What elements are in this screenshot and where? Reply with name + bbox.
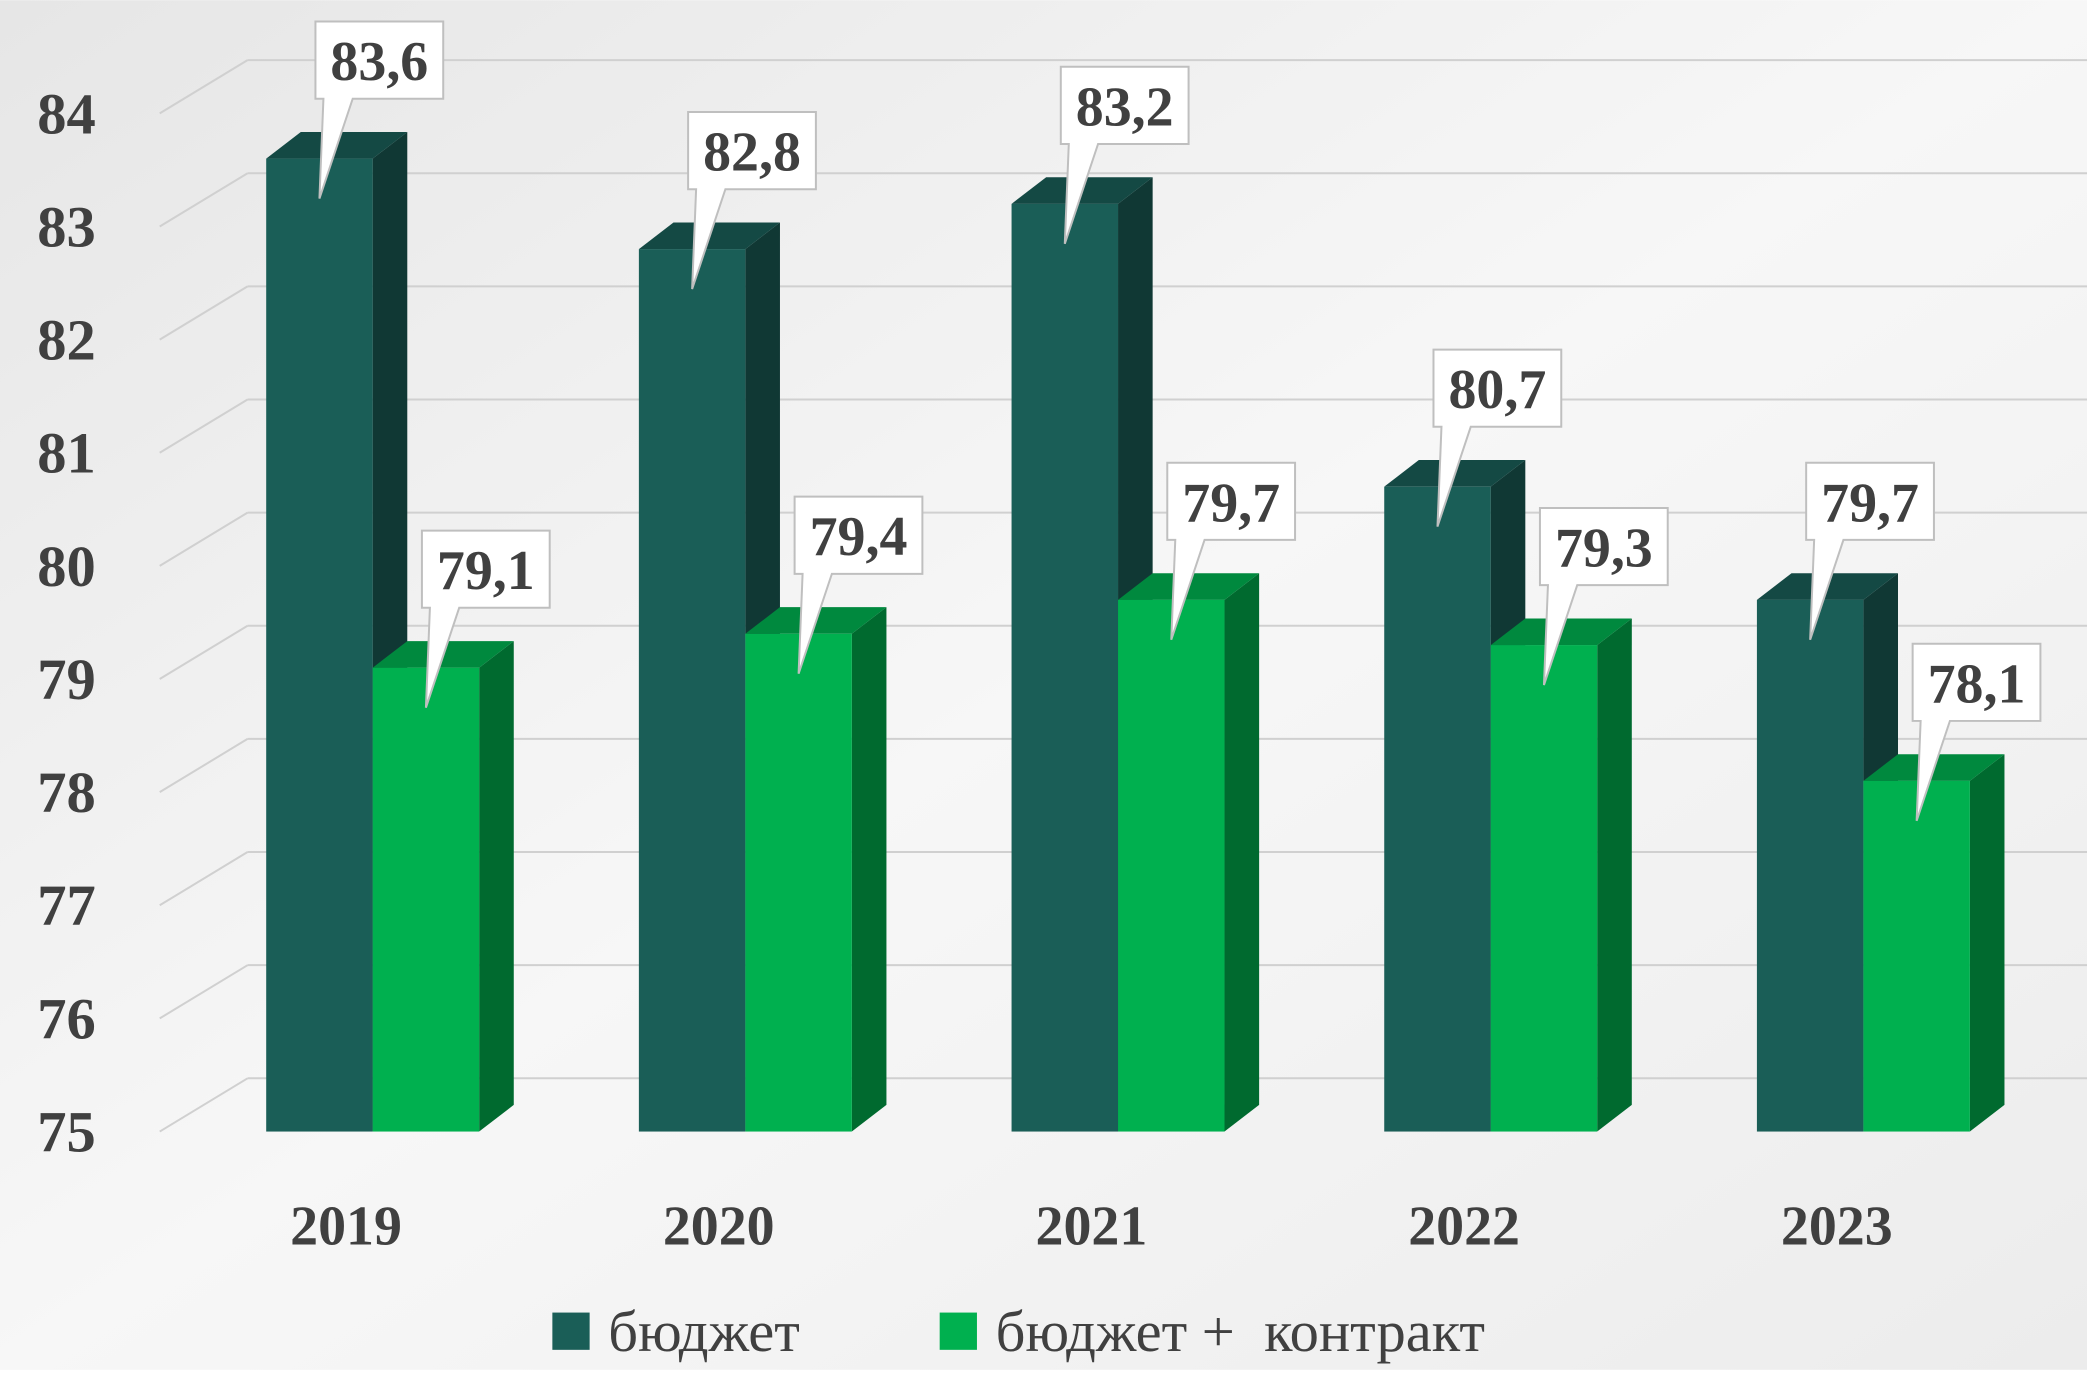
legend-swatch [552, 1312, 590, 1350]
legend-swatch [939, 1312, 977, 1350]
data-label: 79,7 [1166, 461, 1297, 641]
data-label-text: 78,1 [1928, 653, 2026, 715]
x-tick-label: 2022 [1408, 1196, 1520, 1258]
bar [1863, 754, 2005, 1132]
legend-label: бюджет + контракт [996, 1299, 1485, 1364]
bar-side [1597, 618, 1632, 1132]
y-tick-label: 78 [37, 760, 96, 825]
grid-line-side [159, 172, 249, 228]
bar-front [1756, 599, 1864, 1132]
data-label: 83,2 [1059, 65, 1190, 245]
grid-line-side [159, 1077, 249, 1133]
bar-front [1490, 645, 1598, 1132]
callout [1059, 65, 1190, 245]
bar-front [745, 633, 852, 1132]
callout [1432, 348, 1563, 527]
y-tick-label: 83 [37, 194, 96, 259]
callout [1538, 506, 1669, 686]
y-tick-label: 84 [37, 81, 96, 146]
x-tick-label: 2023 [1781, 1196, 1893, 1258]
bar-front [1118, 599, 1225, 1132]
grid-line-side [159, 59, 249, 115]
legend-label: бюджет [608, 1299, 800, 1364]
bar-front [1863, 780, 1970, 1132]
data-label: 79,1 [420, 529, 551, 708]
data-label-text: 82,8 [703, 122, 801, 184]
y-tick-label: 75 [37, 1100, 96, 1165]
y-tick-label: 80 [37, 534, 96, 599]
y-tick-label: 81 [37, 421, 96, 486]
data-label: 82,8 [687, 111, 817, 290]
bar [745, 607, 887, 1132]
callout [314, 20, 445, 199]
data-label: 79,4 [793, 495, 924, 675]
y-tick-label: 82 [37, 308, 96, 373]
bar-front [266, 158, 373, 1132]
bar-side [1224, 573, 1260, 1132]
data-label-text: 79,1 [437, 540, 535, 602]
bar [372, 641, 514, 1132]
data-label-text: 79,4 [810, 506, 908, 568]
data-label-text: 80,7 [1448, 359, 1546, 421]
bar-front [638, 249, 746, 1132]
bar-front [1011, 203, 1119, 1132]
data-label: 78,1 [1911, 642, 2042, 822]
data-label-text: 83,6 [330, 31, 428, 93]
data-label-text: 79,7 [1821, 472, 1919, 534]
x-tick-label: 2021 [1036, 1196, 1148, 1258]
grid-line-side [159, 511, 249, 567]
callout [793, 495, 924, 675]
bar-front [372, 667, 480, 1132]
x-tick-label: 2019 [290, 1196, 402, 1258]
data-label-text: 79,7 [1182, 472, 1280, 534]
bar-front [1384, 486, 1491, 1132]
y-tick-label: 79 [37, 647, 96, 712]
data-label: 79,3 [1538, 506, 1669, 686]
callout [1805, 461, 1935, 641]
bar-side [1969, 754, 2005, 1132]
grid-line-side [159, 964, 249, 1020]
grid-line-side [159, 398, 249, 454]
data-label: 79,7 [1805, 461, 1935, 641]
x-tick-label: 2020 [663, 1196, 775, 1258]
y-tick-label: 76 [37, 986, 96, 1051]
bar [1490, 618, 1632, 1132]
bar [1118, 573, 1260, 1132]
bar-side [851, 607, 887, 1132]
bar-side [479, 641, 514, 1132]
y-tick-label: 77 [37, 873, 96, 938]
grid-line-side [159, 851, 249, 907]
callout [687, 111, 817, 290]
data-label-text: 79,3 [1555, 518, 1653, 580]
callout [1166, 461, 1297, 641]
grid-line-side [159, 624, 249, 680]
data-label: 80,7 [1432, 348, 1563, 527]
callout [420, 529, 551, 708]
grid-line-side [159, 285, 249, 341]
data-label-text: 83,2 [1076, 76, 1174, 138]
data-label: 83,6 [314, 20, 445, 199]
callout [1911, 642, 2042, 822]
grid-line-side [159, 738, 249, 793]
